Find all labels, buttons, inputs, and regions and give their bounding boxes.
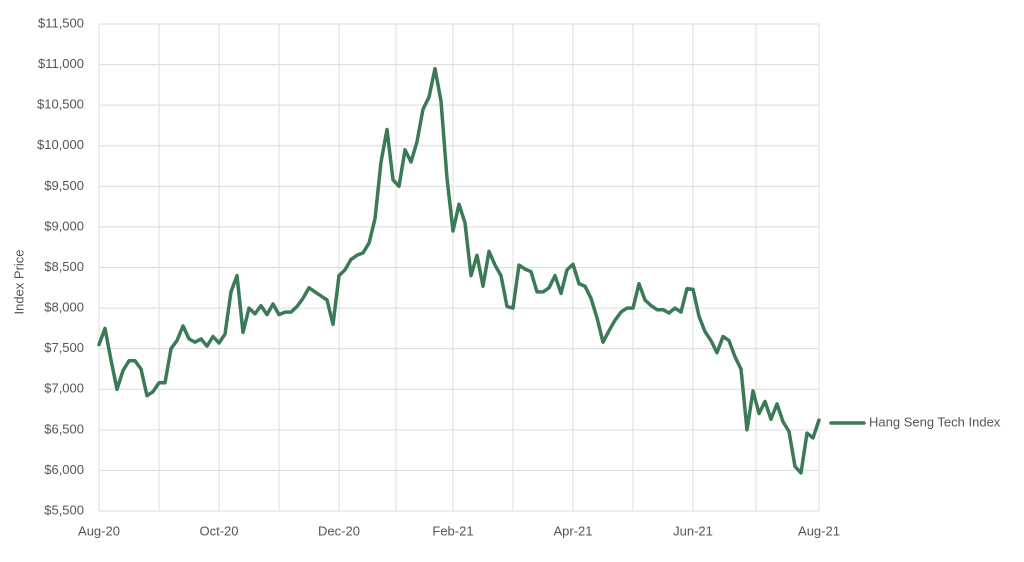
y-tick-label: $8,500 — [44, 259, 84, 274]
legend-label: Hang Seng Tech Index — [869, 414, 1001, 429]
y-tick-label: $6,000 — [44, 462, 84, 477]
y-tick-label: $10,500 — [37, 97, 84, 112]
y-tick-label: $7,500 — [44, 340, 84, 355]
x-tick-label: Apr-21 — [553, 523, 592, 538]
x-tick-label: Aug-21 — [798, 523, 840, 538]
data-line — [97, 66, 821, 475]
y-tick-label: $6,500 — [44, 421, 84, 436]
y-tick-label: $9,000 — [44, 218, 84, 233]
y-tick-label: $11,000 — [38, 56, 84, 71]
y-tick-label: $8,000 — [44, 300, 84, 315]
y-tick-label: $7,000 — [44, 381, 84, 396]
y-tick-label: $10,000 — [37, 137, 84, 152]
x-tick-label: Feb-21 — [432, 523, 473, 538]
y-tick-label: $5,500 — [44, 502, 84, 517]
y-tick-label: $9,500 — [44, 178, 84, 193]
x-tick-label: Dec-20 — [318, 523, 360, 538]
y-tick-label: $11,500 — [38, 15, 84, 30]
x-tick-label: Jun-21 — [673, 523, 713, 538]
x-tick-label: Aug-20 — [78, 523, 120, 538]
x-tick-label: Oct-20 — [199, 523, 238, 538]
y-axis-title: Index Price — [11, 249, 26, 314]
